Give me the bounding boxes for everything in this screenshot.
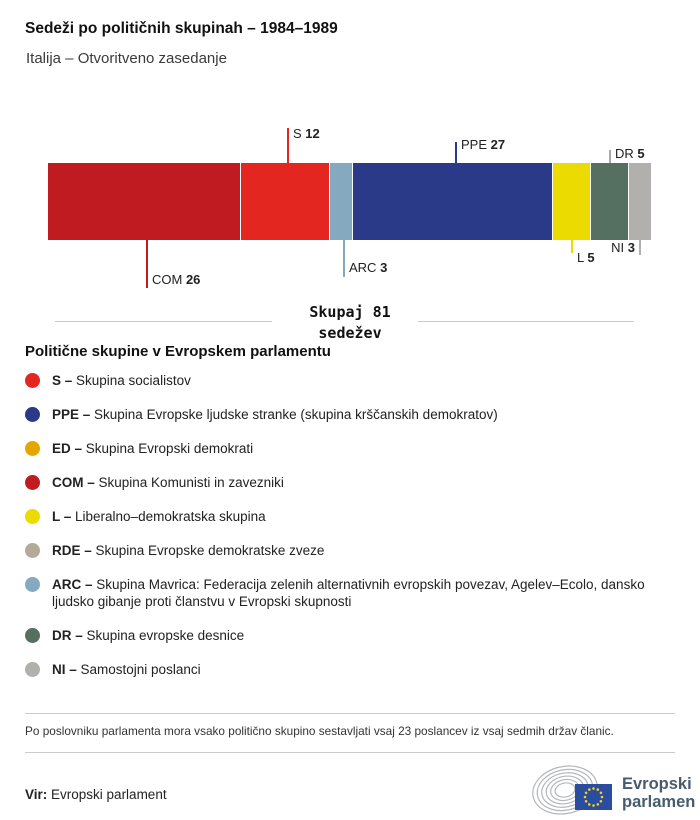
legend-label-arc: ARC – Skupina Mavrica: Federacija zeleni… (52, 577, 645, 609)
callout-line-ppe (455, 142, 457, 163)
total-divider-left (55, 321, 272, 322)
page-title: Sedeži po političnih skupinah – 1984–198… (25, 20, 338, 37)
legend-item-com: COM – Skupina Komunisti in zavezniki (25, 474, 665, 491)
bar-segment-ppe (353, 163, 554, 240)
callout-line-com (146, 240, 148, 288)
legend-dot-com (25, 475, 40, 490)
callout-line-s (287, 128, 289, 163)
legend-heading: Politične skupine v Evropskem parlamentu (25, 343, 331, 360)
callout-label-arc: ARC 3 (349, 260, 388, 275)
svg-text:parlament: parlament (622, 793, 695, 811)
legend-item-ppe: PPE – Skupina Evropske ljudske stranke (… (25, 406, 665, 423)
legend-item-rde: RDE – Skupina Evropske demokratske zveze (25, 542, 665, 559)
legend-dot-ppe (25, 407, 40, 422)
callout-label-s: S 12 (293, 126, 320, 141)
callout-line-l (571, 240, 573, 253)
legend-dot-l (25, 509, 40, 524)
legend-dot-dr (25, 628, 40, 643)
callout-label-ppe: PPE 27 (461, 137, 506, 152)
legend-item-l: L – Liberalno–demokratska skupina (25, 508, 665, 525)
total-divider-right (418, 321, 634, 322)
legend-dot-ed (25, 441, 40, 456)
total-line1: Skupaj 81 (309, 303, 391, 321)
legend-dot-ni (25, 662, 40, 677)
legend-label-ni: NI – Samostojni poslanci (52, 662, 201, 677)
bar-segment-ni (628, 163, 651, 240)
legend-label-s: S – Skupina socialistov (52, 373, 191, 388)
legend-item-ed: ED – Skupina Evropski demokrati (25, 440, 665, 457)
legend-item-arc: ARC – Skupina Mavrica: Federacija zeleni… (25, 576, 665, 610)
source-label: Vir: (25, 787, 48, 802)
footer-divider-top (25, 713, 675, 714)
source-line: Vir: Evropski parlament (25, 787, 167, 802)
legend-label-ppe: PPE – Skupina Evropske ljudske stranke (… (52, 407, 498, 422)
bar-segment-dr (591, 163, 629, 240)
svg-text:Evropski: Evropski (622, 775, 692, 793)
footer-divider-bottom (25, 752, 675, 753)
legend-label-l: L – Liberalno–demokratska skupina (52, 509, 266, 524)
callout-label-l: L 5 (577, 250, 595, 265)
callout-line-dr (609, 150, 611, 163)
legend-label-rde: RDE – Skupina Evropske demokratske zveze (52, 543, 325, 558)
legend-dot-rde (25, 543, 40, 558)
legend-item-dr: DR – Skupina evropske desnice (25, 627, 665, 644)
callout-line-ni (639, 240, 641, 255)
legend: S – Skupina socialistov PPE – Skupina Evr… (25, 372, 665, 695)
footer-note: Po poslovniku parlamenta mora vsako poli… (25, 724, 614, 738)
legend-dot-arc (25, 577, 40, 592)
stacked-bar (48, 163, 651, 240)
legend-label-ed: ED – Skupina Evropski demokrati (52, 441, 254, 456)
ep-logo: Evropski parlament (525, 760, 700, 820)
total-line2: sedežev (318, 324, 382, 342)
total-seats: Skupaj 81 sedežev (0, 302, 700, 344)
bar-segment-l (553, 163, 592, 240)
callout-label-com: COM 26 (152, 272, 201, 287)
legend-label-dr: DR – Skupina evropske desnice (52, 628, 245, 643)
source-value: Evropski parlament (51, 787, 167, 802)
legend-dot-s (25, 373, 40, 388)
legend-item-s: S – Skupina socialistov (25, 372, 665, 389)
eu-flag-icon (575, 784, 612, 810)
bar-segment-arc (330, 163, 354, 240)
bar-segment-com (48, 163, 241, 240)
callout-line-arc (343, 240, 345, 277)
bar-segment-s (240, 163, 331, 240)
legend-item-ni: NI – Samostojni poslanci (25, 661, 665, 678)
legend-label-com: COM – Skupina Komunisti in zavezniki (52, 475, 284, 490)
callout-label-ni: NI 3 (611, 240, 635, 255)
callout-label-dr: DR 5 (615, 146, 645, 161)
page-subtitle: Italija – Otvoritveno zasedanje (26, 50, 227, 67)
